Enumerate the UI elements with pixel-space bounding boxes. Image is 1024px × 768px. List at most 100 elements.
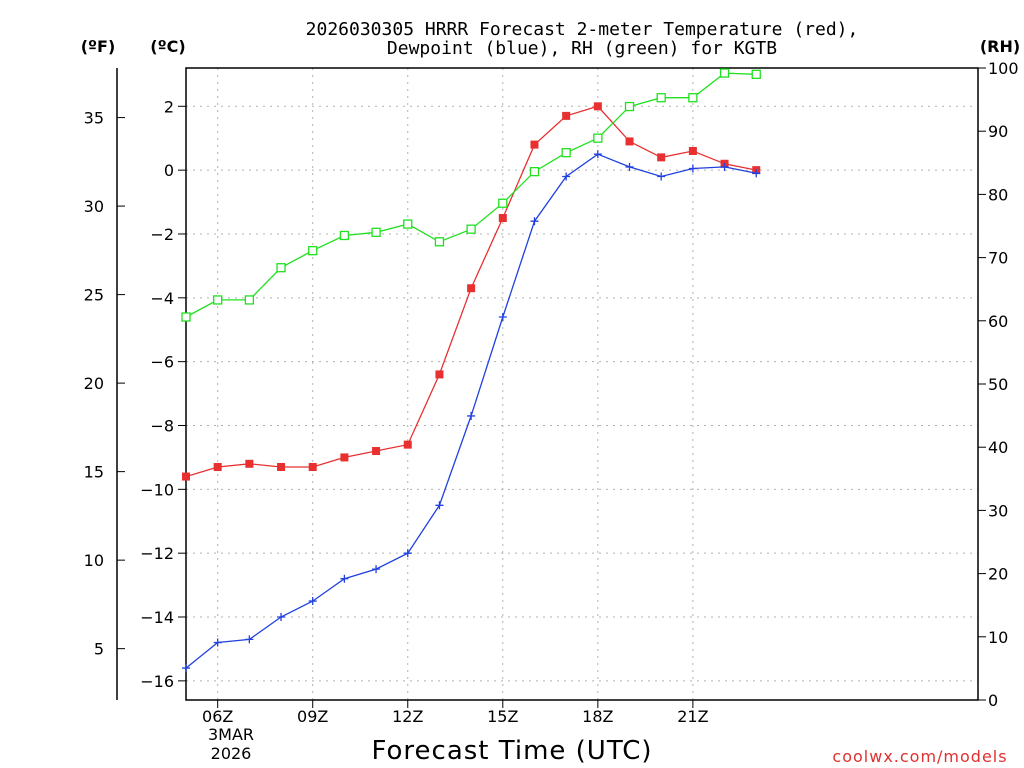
fahrenheit-tick-label: 35 xyxy=(84,109,104,128)
time-tick-label: 21Z xyxy=(677,707,708,726)
temperature-point xyxy=(277,462,286,471)
fahrenheit-tick-label: 10 xyxy=(84,551,104,570)
rh-point xyxy=(181,312,191,322)
dewpoint-point xyxy=(752,169,761,178)
rh-point xyxy=(624,101,635,112)
series-layer xyxy=(181,68,761,673)
chart-title-line2: Dewpoint (blue), RH (green) for KGTB xyxy=(387,38,777,59)
dewpoint-point xyxy=(403,549,412,558)
rh-point xyxy=(466,224,476,234)
dewpoint-point xyxy=(435,501,444,510)
rh-point xyxy=(688,93,698,103)
dewpoint-point xyxy=(372,565,381,574)
rh-point xyxy=(719,68,730,78)
fahrenheit-unit-label: (ºF) xyxy=(81,37,116,56)
dewpoint-point xyxy=(467,411,476,420)
temperature-point xyxy=(245,459,254,468)
rh-point xyxy=(339,230,350,241)
rh-point xyxy=(213,295,223,305)
rh-point xyxy=(371,227,381,237)
temperature-point xyxy=(657,153,666,162)
temperature-point xyxy=(467,284,476,293)
celsius-tick-label: 0 xyxy=(164,161,174,180)
time-tick-label: 06Z xyxy=(202,707,233,726)
rh-point xyxy=(244,295,255,305)
rh-tick-label: 10 xyxy=(988,628,1008,647)
fahrenheit-tick-label: 5 xyxy=(94,640,104,659)
celsius-unit-label: (ºC) xyxy=(150,37,185,56)
temperature-point xyxy=(372,447,381,456)
dewpoint-point xyxy=(562,172,571,181)
rh-point xyxy=(403,219,413,229)
fahrenheit-axis: 35 30 25 20 15 10 5 xyxy=(84,109,125,659)
rh-point xyxy=(308,245,318,256)
rh-point xyxy=(276,263,286,273)
rh-tick-label: 100 xyxy=(988,59,1019,78)
rh-point xyxy=(434,237,445,247)
grid-lines xyxy=(186,68,978,700)
date-label-year: 2026 xyxy=(211,744,252,763)
rh-tick-label: 90 xyxy=(988,122,1008,141)
dewpoint-point xyxy=(213,638,222,647)
chart-title-line1: 2026030305 HRRR Forecast 2-meter Tempera… xyxy=(306,19,859,40)
celsius-tick-label: −10 xyxy=(140,480,174,499)
rh-point xyxy=(593,133,603,143)
rh-tick-label: 70 xyxy=(988,249,1008,268)
dewpoint-point xyxy=(688,164,697,173)
rh-point xyxy=(751,69,761,79)
rh-point xyxy=(656,93,666,103)
rh-unit-label: (RH) xyxy=(980,37,1020,56)
dewpoint-point xyxy=(498,312,507,321)
temperature-point xyxy=(182,472,190,481)
rh-tick-label: 40 xyxy=(988,438,1008,457)
time-axis: 06Z 09Z 12Z 15Z 18Z 21Z xyxy=(202,700,709,726)
x-axis-title: Forecast Time (UTC) xyxy=(371,736,652,766)
celsius-tick-label: −4 xyxy=(150,289,174,308)
fahrenheit-tick-label: 25 xyxy=(84,286,104,305)
date-label-day: 3MAR xyxy=(208,725,254,744)
celsius-tick-label: −2 xyxy=(150,225,174,244)
time-tick-label: 18Z xyxy=(582,707,613,726)
temperature-point xyxy=(688,146,697,155)
temperature-point xyxy=(213,462,222,471)
dewpoint-point xyxy=(182,664,190,673)
celsius-tick-label: 2 xyxy=(164,97,174,116)
celsius-tick-label: −6 xyxy=(150,353,174,372)
temperature-point xyxy=(625,137,634,146)
rh-tick-label: 60 xyxy=(988,312,1008,331)
dewpoint-point xyxy=(625,162,634,171)
rh-point xyxy=(561,148,571,158)
temperature-point xyxy=(562,111,571,120)
temperature-point xyxy=(530,140,539,149)
celsius-tick-label: −14 xyxy=(140,608,174,627)
temperature-point xyxy=(403,440,412,449)
fahrenheit-tick-label: 20 xyxy=(84,374,104,393)
celsius-axis: 2 0 −2 −4 −6 −8 −10 −12 −14 −16 xyxy=(140,97,186,691)
fahrenheit-tick-label: 15 xyxy=(84,463,104,482)
dewpoint-point xyxy=(340,574,349,583)
temperature-point xyxy=(593,102,602,111)
celsius-tick-label: −16 xyxy=(140,672,174,691)
rh-tick-label: 50 xyxy=(988,375,1008,394)
rh-line xyxy=(185,72,757,318)
time-tick-label: 09Z xyxy=(297,707,328,726)
credit-text: coolwx.com/models xyxy=(832,747,1007,766)
rh-point xyxy=(498,198,508,208)
rh-tick-label: 80 xyxy=(988,185,1008,204)
temperature-point xyxy=(435,370,444,379)
dewpoint-point xyxy=(593,150,602,159)
dewpoint-point xyxy=(530,217,539,226)
rh-point xyxy=(529,166,540,177)
temperature-point xyxy=(340,453,349,462)
fahrenheit-tick-label: 30 xyxy=(84,197,104,216)
dewpoint-point xyxy=(720,162,729,171)
rh-tick-label: 30 xyxy=(988,501,1008,520)
temperature-point xyxy=(308,462,317,471)
time-tick-label: 15Z xyxy=(487,707,518,726)
dewpoint-point xyxy=(245,635,254,644)
rh-tick-label: 20 xyxy=(988,565,1008,584)
dewpoint-point xyxy=(277,613,286,622)
celsius-tick-label: −8 xyxy=(150,416,174,435)
